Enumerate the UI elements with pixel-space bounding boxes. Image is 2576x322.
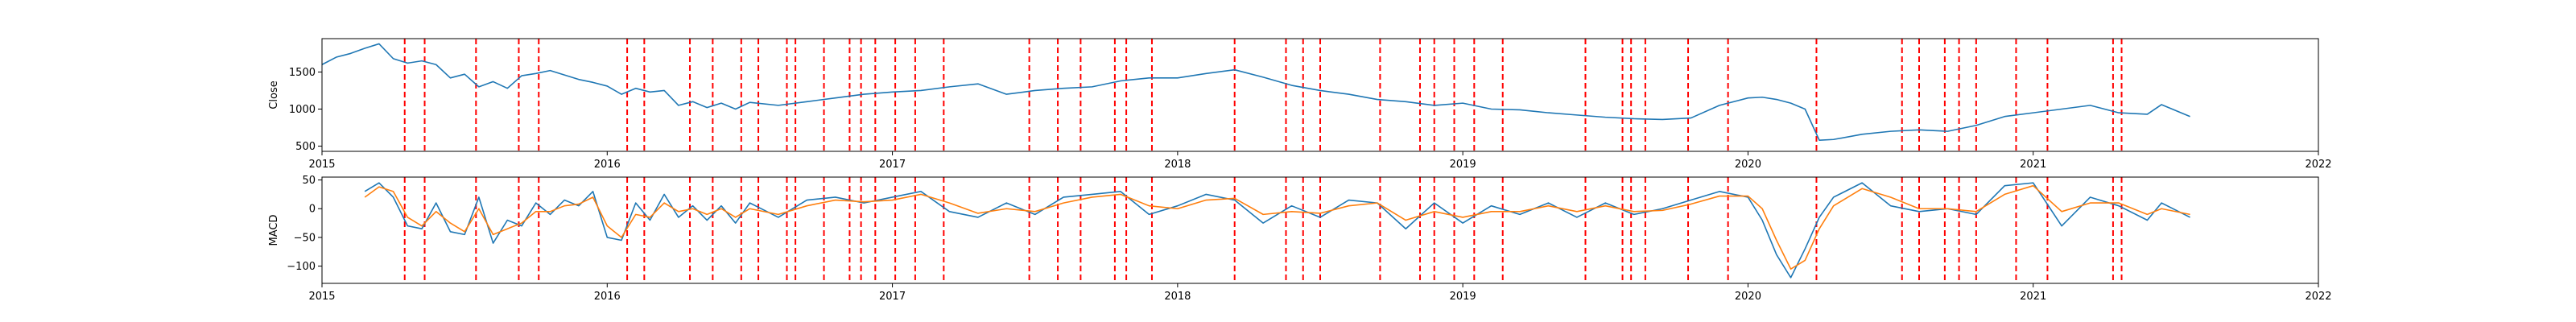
macd-x-tick-label: 2015	[308, 291, 335, 303]
macd-y-axis-label: MACD	[268, 215, 280, 246]
close-y-tick-label: 1000	[289, 104, 316, 116]
close-x-tick-label: 2021	[2020, 159, 2046, 171]
close-x-tick-label: 2015	[308, 159, 335, 171]
macd-y-tick-label: 0	[309, 204, 316, 216]
close-x-tick-label: 2017	[879, 159, 906, 171]
macd-y-tick-label: −50	[294, 232, 316, 244]
macd-x-tick-label: 2020	[1735, 291, 1761, 303]
macd-x-tick-label: 2019	[1450, 291, 1476, 303]
macd-series-signal-line	[364, 184, 2190, 270]
close-plot-frame	[321, 38, 2319, 152]
macd-x-ticks: 2015 2016 2017 2018 2019 2020 2021 2022	[308, 283, 2332, 303]
close-x-tick-label: 2019	[1450, 159, 1476, 171]
macd-series-group	[364, 182, 2190, 279]
close-y-tick-label: 500	[295, 141, 316, 153]
close-x-ticks: 2015 2016 2017 2018 2019 2020 2021 2022	[308, 151, 2332, 171]
macd-y-tick-label: 50	[302, 175, 316, 187]
macd-y-tick-label: −100	[287, 261, 316, 273]
close-y-ticks: 500 1000 1500	[289, 67, 322, 153]
close-series-close-line	[321, 43, 2190, 141]
close-y-axis-label: Close	[268, 80, 280, 109]
close-series-group	[321, 43, 2190, 141]
macd-x-tick-label: 2018	[1164, 291, 1191, 303]
macd-x-tick-label: 2022	[2305, 291, 2331, 303]
close-x-tick-label: 2018	[1164, 159, 1191, 171]
macd-panel: 500−50−100 2015 2016 2017 2018 2019 2020 2021 2…	[268, 175, 2332, 303]
macd-y-ticks: 50 0 −50 −100	[287, 175, 322, 273]
close-x-tick-label: 2022	[2305, 159, 2331, 171]
close-event-lines	[403, 39, 2123, 151]
close-x-tick-label: 2020	[1735, 159, 1761, 171]
macd-event-lines	[403, 177, 2123, 283]
close-x-tick-label: 2016	[594, 159, 621, 171]
macd-x-tick-label: 2016	[594, 291, 621, 303]
macd-series-macd-line	[364, 182, 2190, 279]
macd-plot-frame	[321, 176, 2319, 284]
close-price-panel: 500 1000 1500 2015 2016 2017 2018 2019 2020 2021…	[268, 38, 2332, 171]
macd-x-tick-label: 2017	[879, 291, 906, 303]
close-y-tick-label: 1500	[289, 67, 316, 79]
macd-x-tick-label: 2021	[2020, 291, 2046, 303]
